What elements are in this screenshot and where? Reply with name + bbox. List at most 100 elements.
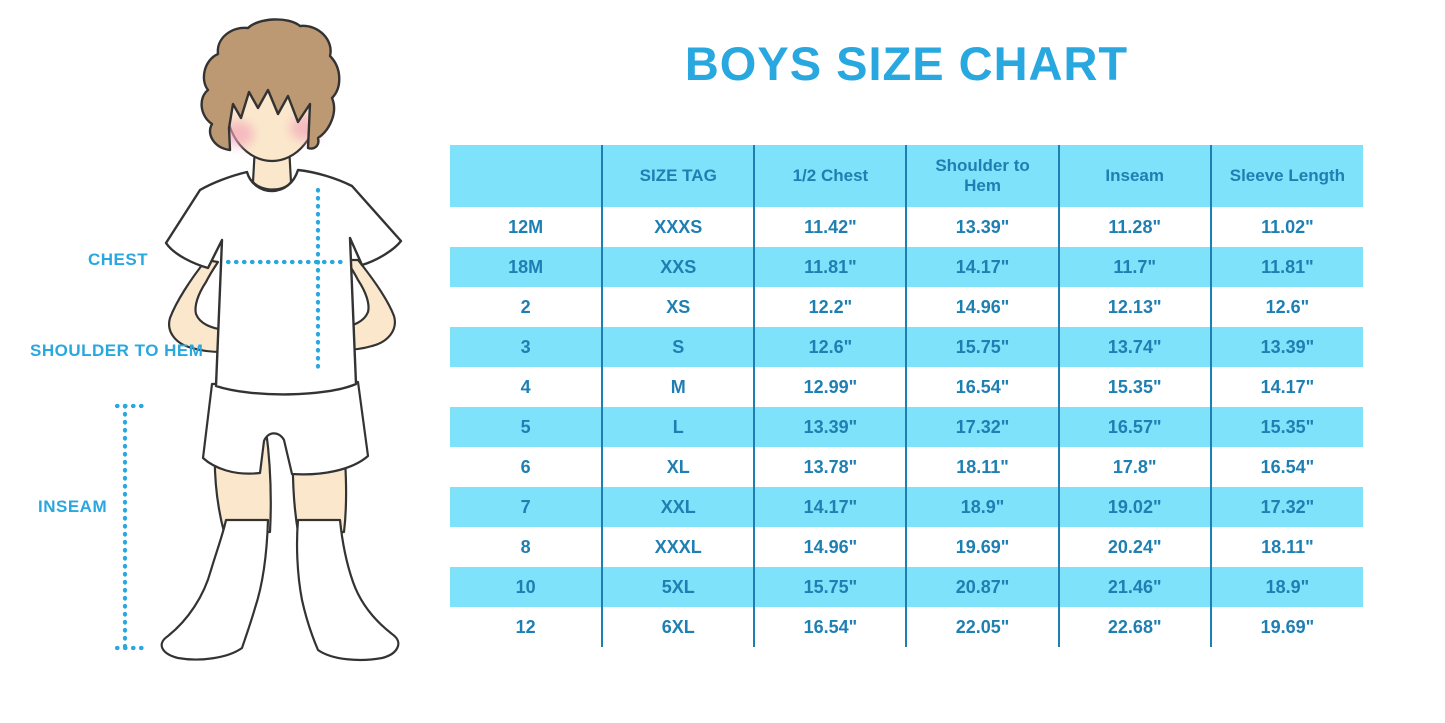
table-cell: 18M xyxy=(450,247,603,287)
table-cell: 10 xyxy=(450,567,603,607)
table-cell: 14.17" xyxy=(905,247,1059,287)
table-cell: 22.68" xyxy=(1057,607,1211,647)
boy-left-sock xyxy=(160,518,270,661)
table-cell: 15.75" xyxy=(905,327,1059,367)
table-cell: 11.81" xyxy=(753,247,907,287)
table-row: 12 6XL 16.54" 22.05" 22.68" 19.69" xyxy=(450,607,1363,647)
table-cell: 14.96" xyxy=(905,287,1059,327)
table-row: 6 XL 13.78" 18.11" 17.8" 16.54" xyxy=(450,447,1363,487)
table-cell: 17.32" xyxy=(1209,487,1363,527)
table-cell: 13.78" xyxy=(753,447,907,487)
table-cell: 3 xyxy=(450,327,603,367)
table-cell: 6 xyxy=(450,447,603,487)
table-cell: 15.35" xyxy=(1209,407,1363,447)
column-header-size-tag: SIZE TAG xyxy=(601,145,755,207)
table-cell: 22.05" xyxy=(905,607,1059,647)
column-header-size xyxy=(450,145,603,207)
table-cell: 12M xyxy=(450,207,603,247)
table-cell: 16.54" xyxy=(905,367,1059,407)
table-cell: 18.11" xyxy=(905,447,1059,487)
table-cell: 11.28" xyxy=(1057,207,1211,247)
table-cell: 21.46" xyxy=(1057,567,1211,607)
table-cell: 11.02" xyxy=(1209,207,1363,247)
table-row: 7 XXL 14.17" 18.9" 19.02" 17.32" xyxy=(450,487,1363,527)
table-cell: 13.39" xyxy=(1209,327,1363,367)
table-cell: 17.8" xyxy=(1057,447,1211,487)
table-cell: 18.11" xyxy=(1209,527,1363,567)
table-row: 8 XXXL 14.96" 19.69" 20.24" 18.11" xyxy=(450,527,1363,567)
table-cell: XXL xyxy=(601,487,755,527)
table-cell: 11.42" xyxy=(753,207,907,247)
table-cell: 2 xyxy=(450,287,603,327)
table-cell: 4 xyxy=(450,367,603,407)
table-row: 12M XXXS 11.42" 13.39" 11.28" 11.02" xyxy=(450,207,1363,247)
table-cell: 16.57" xyxy=(1057,407,1211,447)
chest-label: CHEST xyxy=(88,250,149,269)
table-cell: 18.9" xyxy=(905,487,1059,527)
table-cell: 7 xyxy=(450,487,603,527)
inseam-label: INSEAM xyxy=(38,497,108,516)
table-cell: 19.02" xyxy=(1057,487,1211,527)
table-cell: 8 xyxy=(450,527,603,567)
column-header-shoulder-to-hem: Shoulder to Hem xyxy=(905,145,1059,207)
table-cell: XL xyxy=(601,447,755,487)
table-row: 4 M 12.99" 16.54" 15.35" 14.17" xyxy=(450,367,1363,407)
size-table-header: SIZE TAG 1/2 Chest Shoulder to Hem Insea… xyxy=(450,145,1363,207)
table-cell: 13.39" xyxy=(753,407,907,447)
table-row: 10 5XL 15.75" 20.87" 21.46" 18.9" xyxy=(450,567,1363,607)
table-cell: 12.6" xyxy=(753,327,907,367)
shoulder-to-hem-label: SHOULDER TO HEM xyxy=(30,341,204,360)
table-row: 2 XS 12.2" 14.96" 12.13" 12.6" xyxy=(450,287,1363,327)
table-cell: 17.32" xyxy=(905,407,1059,447)
table-row: 5 L 13.39" 17.32" 16.57" 15.35" xyxy=(450,407,1363,447)
column-header-inseam: Inseam xyxy=(1057,145,1211,207)
column-header-sleeve-length: Sleeve Length xyxy=(1209,145,1363,207)
size-table-body: 12M XXXS 11.42" 13.39" 11.28" 11.02" 18M XXS 11.… xyxy=(450,207,1363,647)
page-title: BOYS SIZE CHART xyxy=(684,37,1129,90)
table-row: 18M XXS 11.81" 14.17" 11.7" 11.81" xyxy=(450,247,1363,287)
table-cell: 20.24" xyxy=(1057,527,1211,567)
table-cell: L xyxy=(601,407,755,447)
table-cell: 12.6" xyxy=(1209,287,1363,327)
column-header-half-chest: 1/2 Chest xyxy=(753,145,907,207)
table-cell: 14.17" xyxy=(753,487,907,527)
table-cell: 13.74" xyxy=(1057,327,1211,367)
boy-hair xyxy=(200,18,341,152)
table-cell: XS xyxy=(601,287,755,327)
boy-right-sock xyxy=(295,518,400,662)
table-cell: M xyxy=(601,367,755,407)
table-cell: 15.35" xyxy=(1057,367,1211,407)
table-cell: 18.9" xyxy=(1209,567,1363,607)
inseam-measure-line xyxy=(114,403,146,651)
table-cell: 11.81" xyxy=(1209,247,1363,287)
header-row: SIZE TAG 1/2 Chest Shoulder to Hem Insea… xyxy=(450,145,1363,207)
boy-left-arm xyxy=(168,258,226,354)
table-cell: 16.54" xyxy=(753,607,907,647)
table-cell: 13.39" xyxy=(905,207,1059,247)
table-cell: 19.69" xyxy=(905,527,1059,567)
size-table: SIZE TAG 1/2 Chest Shoulder to Hem Insea… xyxy=(450,145,1363,647)
table-cell: 12.2" xyxy=(753,287,907,327)
table-cell: 16.54" xyxy=(1209,447,1363,487)
table-row: 3 S 12.6" 15.75" 13.74" 13.39" xyxy=(450,327,1363,367)
table-cell: 12 xyxy=(450,607,603,647)
table-cell: 12.13" xyxy=(1057,287,1211,327)
table-cell: XXXS xyxy=(601,207,755,247)
table-cell: 14.96" xyxy=(753,527,907,567)
table-cell: XXS xyxy=(601,247,755,287)
table-cell: 11.7" xyxy=(1057,247,1211,287)
boy-illustration xyxy=(114,18,403,662)
table-cell: 5 xyxy=(450,407,603,447)
table-cell: 15.75" xyxy=(753,567,907,607)
boy-shorts xyxy=(201,380,370,476)
table-cell: 19.69" xyxy=(1209,607,1363,647)
table-cell: XXXL xyxy=(601,527,755,567)
table-cell: 14.17" xyxy=(1209,367,1363,407)
table-cell: S xyxy=(601,327,755,367)
table-cell: 5XL xyxy=(601,567,755,607)
boy-shirt xyxy=(164,168,403,396)
table-cell: 20.87" xyxy=(905,567,1059,607)
table-cell: 12.99" xyxy=(753,367,907,407)
table-cell: 6XL xyxy=(601,607,755,647)
